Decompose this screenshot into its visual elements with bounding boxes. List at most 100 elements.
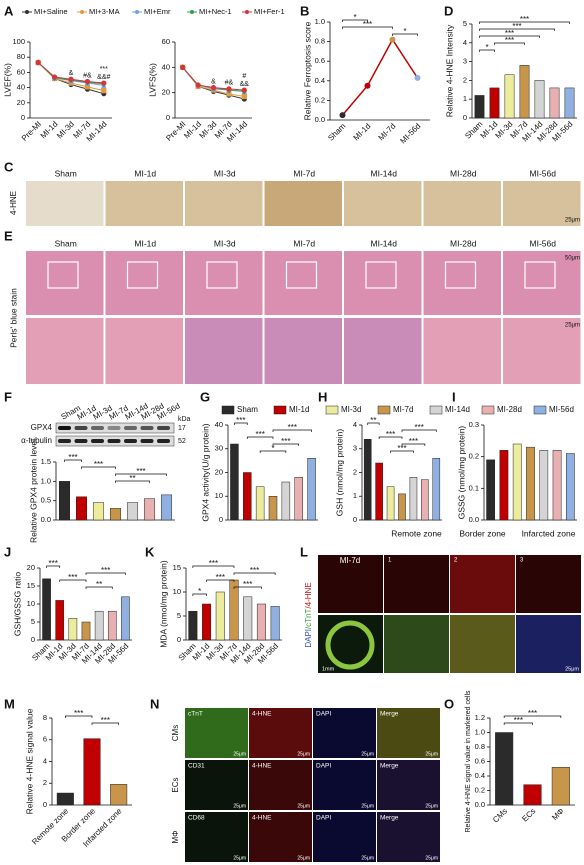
significance: *** — [397, 444, 406, 453]
micrograph — [423, 318, 501, 384]
y-tick-label: 3 — [353, 444, 357, 453]
panel-letter: A — [4, 3, 14, 18]
point — [35, 59, 41, 66]
bar — [68, 618, 78, 641]
legend-label: Sham — [237, 405, 258, 414]
significance: #& — [225, 80, 234, 87]
legend-marker — [25, 10, 29, 14]
significance: *** — [68, 453, 77, 462]
significance: *** — [528, 709, 537, 718]
scale-label: 25μm — [565, 666, 579, 672]
y-axis-label: GPX4 activity(U/g protein) — [200, 423, 210, 521]
significance-bracket — [192, 565, 235, 568]
significance-bracket — [479, 21, 570, 24]
point — [389, 36, 396, 43]
significance: *** — [288, 423, 297, 432]
bar — [421, 479, 429, 521]
bar — [486, 459, 496, 521]
point — [339, 112, 346, 119]
micrograph — [450, 615, 515, 673]
y-tick-label: 10 — [27, 599, 35, 608]
channel-label: 4-HNE — [252, 815, 272, 822]
significance-bracket — [85, 586, 113, 589]
significance-bracket — [233, 586, 262, 589]
significance-bracket — [503, 722, 533, 725]
bar — [143, 498, 156, 521]
column-label: MI-1d — [134, 168, 156, 178]
significance-bracket — [392, 33, 418, 36]
significance-bracket — [342, 26, 393, 29]
bar — [160, 494, 173, 521]
legend-marker — [190, 10, 194, 14]
y-tick-label: 0.0 — [469, 515, 479, 524]
significance-bracket — [85, 572, 126, 575]
column-label: MI-28d — [450, 238, 477, 248]
y-tick-label: 0.1 — [469, 483, 479, 492]
significance: &&# — [97, 74, 110, 81]
significance-bracket — [342, 19, 368, 22]
band — [157, 426, 170, 430]
y-axis-label: LVEF(%) — [2, 63, 12, 97]
micrograph — [185, 318, 263, 384]
unit-label: kDa — [178, 416, 191, 423]
bar — [398, 493, 406, 521]
y-tick-label: 30 — [215, 444, 223, 453]
row-label: CMs — [171, 725, 180, 741]
y-tick-label: 0.6 — [315, 56, 325, 65]
significance: *** — [243, 580, 252, 589]
bar — [270, 606, 280, 641]
significance-bracket — [390, 450, 414, 453]
significance: *** — [136, 467, 145, 476]
micrograph — [516, 555, 581, 613]
panel-letter: H — [318, 389, 327, 404]
panel-letter: K — [145, 544, 155, 559]
legend-label: MI+Emr — [144, 7, 171, 16]
significance-bracket — [272, 443, 300, 446]
bar — [363, 439, 372, 521]
band — [107, 439, 121, 443]
band — [91, 439, 104, 443]
y-tick-label: 0 — [31, 635, 35, 644]
legend-swatch — [533, 405, 547, 415]
inset-box — [444, 261, 477, 289]
bar — [126, 502, 139, 521]
micrograph — [344, 181, 422, 226]
significance: *** — [101, 716, 110, 725]
column-label: MI-28d — [450, 168, 477, 178]
legend-swatch — [377, 405, 391, 415]
bar — [243, 472, 252, 521]
significance: *** — [414, 423, 423, 432]
bar — [552, 450, 562, 521]
bar — [551, 767, 570, 806]
legend-label: MI-14d — [445, 405, 470, 414]
band — [140, 426, 154, 430]
micrograph — [105, 318, 183, 384]
size-label: 17 — [178, 425, 186, 432]
panel-letter: J — [4, 544, 11, 559]
significance: * — [353, 13, 356, 22]
point — [180, 64, 186, 70]
y-axis-label: GSH/GSSG ratio — [12, 572, 22, 637]
size-label: 52 — [178, 438, 186, 445]
scale-label: 25μm — [297, 855, 310, 861]
channel-label: DAPI — [316, 711, 331, 718]
legend-label: MI-28d — [497, 405, 522, 414]
band-label: GPX4 — [31, 423, 53, 432]
significance-bracket — [192, 593, 207, 596]
y-tick-label: 2 — [43, 778, 47, 787]
channel-label: Merge — [380, 815, 399, 822]
significance: *** — [363, 20, 372, 29]
y-tick-label: 20 — [17, 98, 25, 107]
bar — [432, 458, 441, 521]
y-tick-label: 0.8 — [315, 37, 325, 46]
micrograph — [423, 251, 501, 315]
channel-label: DAPI — [316, 815, 331, 822]
panel-letter: C — [4, 159, 14, 174]
bar — [499, 450, 509, 521]
y-tick-label: 1.5 — [41, 457, 51, 466]
bar — [121, 596, 130, 641]
y-tick-label: 6 — [43, 735, 47, 744]
inset-box — [285, 261, 318, 289]
significance-bracket — [81, 466, 116, 469]
